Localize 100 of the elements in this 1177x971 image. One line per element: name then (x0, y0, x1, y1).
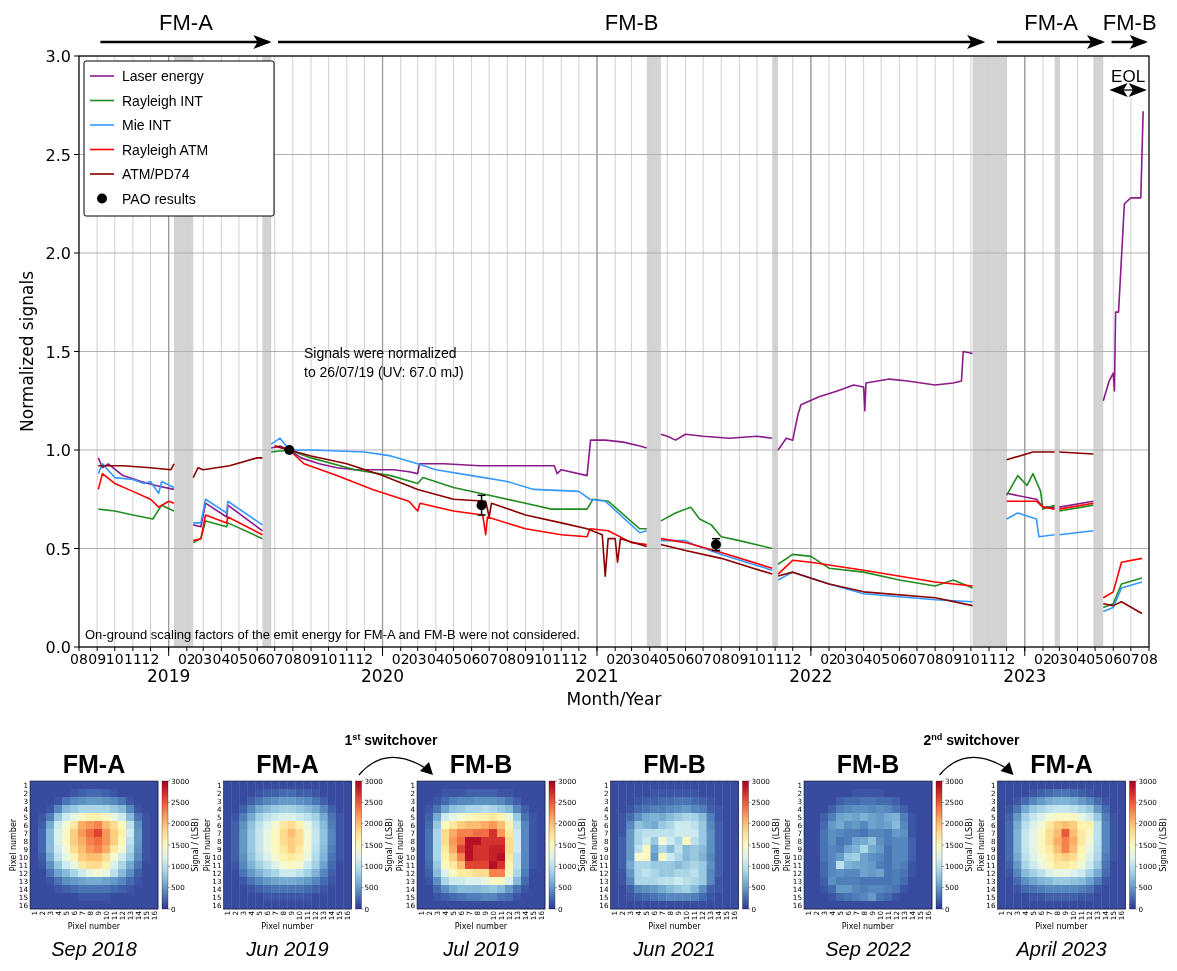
point (476, 500, 487, 511)
text: April 2023 (1015, 938, 1107, 960)
color-bar-title: Signal / (LSB) (771, 818, 781, 872)
x-tick-label: 07 (908, 651, 926, 667)
annotation: EOL (1111, 67, 1146, 86)
x2-tick-label: 2023 (1003, 666, 1047, 686)
x-tick-label: 05 (1086, 651, 1104, 667)
y-axis-title: Pixel number (396, 818, 405, 872)
x-tick-label: 12 (141, 651, 160, 667)
x-tick-label: 03 (408, 651, 427, 667)
y-tick-label: 0.5 (45, 539, 71, 559)
x-tick-label: 08 (70, 651, 88, 667)
y-tick-label: 3.0 (45, 47, 71, 66)
x-tick-label: 06 (676, 651, 695, 667)
x-tick-label: 08 (712, 651, 731, 667)
x-tick-label: 05 (444, 651, 463, 667)
legend-label: Laser energy (122, 68, 204, 84)
x-tick-label: 12 (355, 651, 374, 667)
y-tick-label: 2.5 (45, 145, 71, 165)
x-tick-label: 10 (534, 651, 553, 667)
x-tick-label: 04 (426, 651, 445, 667)
x-tick-label: 06 (248, 651, 267, 667)
text: Jun 2021 (632, 938, 716, 960)
y-tick-label: 1.0 (45, 441, 71, 460)
color-bar-title: Signal / (LSB) (384, 818, 394, 872)
legend-label: PAO results (122, 190, 196, 207)
annotation: Signals were normalized to 26/07/19 (UV: 67.0 mJ) (304, 345, 464, 380)
chart-title: FM-B (836, 750, 900, 778)
y-tick-label: 2.0 (45, 244, 71, 263)
x-tick-label: 07 (480, 651, 499, 667)
y-axis-title: Pixel number (783, 818, 792, 872)
y-axis-title: Pixel number (976, 818, 986, 872)
x-tick-label: 10 (748, 651, 766, 667)
x-axis-title: Pixel number (648, 922, 702, 931)
x-axis-title: Pixel number (841, 922, 895, 931)
x-tick-label: 04 (640, 651, 659, 667)
text: Sep 2018 (51, 938, 137, 960)
y-tick-label: 0.0 (45, 638, 71, 657)
x-tick-label: 03 (622, 651, 641, 667)
x-tick-label: 04 (212, 651, 231, 667)
x-tick-label: 06 (462, 651, 481, 667)
x-axis-title: Pixel number (1035, 922, 1089, 931)
y-tick-label: 1.5 (45, 342, 71, 362)
text: 2$^{nd}$ switchover (923, 732, 1021, 748)
x2-tick-label: 2020 (360, 666, 405, 686)
x2-tick-label: 2019 (147, 666, 191, 686)
x-tick-label: 11 (337, 651, 356, 667)
x-tick-label: 08 (498, 651, 517, 667)
text: FM-B (604, 10, 659, 35)
x-axis-title: Pixel number (454, 922, 508, 931)
x-tick-label: 04 (1068, 651, 1087, 667)
chart-title: FM-A (256, 750, 319, 778)
x-tick-label: 05 (658, 651, 677, 667)
x-tick-label: 06 (890, 651, 909, 667)
x-tick-label: 09 (516, 651, 535, 667)
x-tick-label: 02 (820, 651, 838, 667)
x-axis-title: Pixel number (261, 922, 315, 931)
text: FM-B (1102, 10, 1157, 35)
x-tick-label: 10 (319, 651, 338, 667)
x-tick-label: 02 (177, 651, 196, 667)
x-tick-label: 10 (961, 651, 980, 667)
chart-title: FM-A (1030, 750, 1093, 778)
text: 1$^{st}$ switchover (344, 732, 439, 748)
x-tick-label: 02 (1034, 651, 1052, 667)
x-tick-label: 11 (124, 651, 142, 667)
x-tick-label: 05 (230, 651, 248, 667)
y-axis-title: Normalized signals (17, 270, 37, 432)
x-axis-title: Pixel number (67, 922, 121, 931)
x-tick-label: 03 (1050, 651, 1069, 667)
x-tick-label: 09 (944, 651, 963, 667)
x-tick-label: 08 (926, 651, 945, 667)
x-tick-label: 09 (88, 651, 107, 667)
chart-title: FM-B (643, 750, 706, 778)
x-tick-label: 11 (766, 651, 785, 667)
x-tick-label: 07 (1121, 651, 1140, 667)
text: FM-A (1024, 10, 1079, 35)
legend-label: Rayleigh INT (122, 92, 204, 109)
color-bar-title: Signal / (LSB) (1158, 818, 1168, 872)
y-axis-title: Pixel number (589, 818, 599, 872)
color-bar-title: Signal / (LSB) (578, 818, 587, 872)
x-tick-label: 09 (730, 651, 749, 667)
x-tick-label: 07 (265, 651, 284, 667)
text: Jul 2019 (442, 938, 519, 960)
x-tick-label: 08 (283, 651, 302, 667)
x-tick-label: 03 (194, 651, 213, 667)
legend-label: Rayleigh ATM (122, 141, 209, 158)
y-axis-title: Pixel number (202, 818, 212, 872)
x-tick-label: 03 (836, 651, 855, 667)
x2-tick-label: 2022 (789, 666, 833, 686)
x-tick-label: 12 (569, 651, 588, 667)
legend-label: ATM/PD74 (122, 166, 190, 182)
text: Sep 2022 (825, 938, 911, 960)
x-axis-title: Month/Year (566, 689, 662, 709)
annotation: On-ground scaling factors of the emit energy for FM-A and FM-B were not considered. (85, 627, 580, 642)
point (284, 445, 295, 455)
x-tick-label: 10 (105, 651, 124, 667)
x-tick-label: 11 (552, 651, 571, 667)
chart-title: FM-A (62, 750, 126, 778)
text: FM-A (159, 10, 214, 35)
color-bar-title: Signal / (LSB) (191, 818, 200, 872)
